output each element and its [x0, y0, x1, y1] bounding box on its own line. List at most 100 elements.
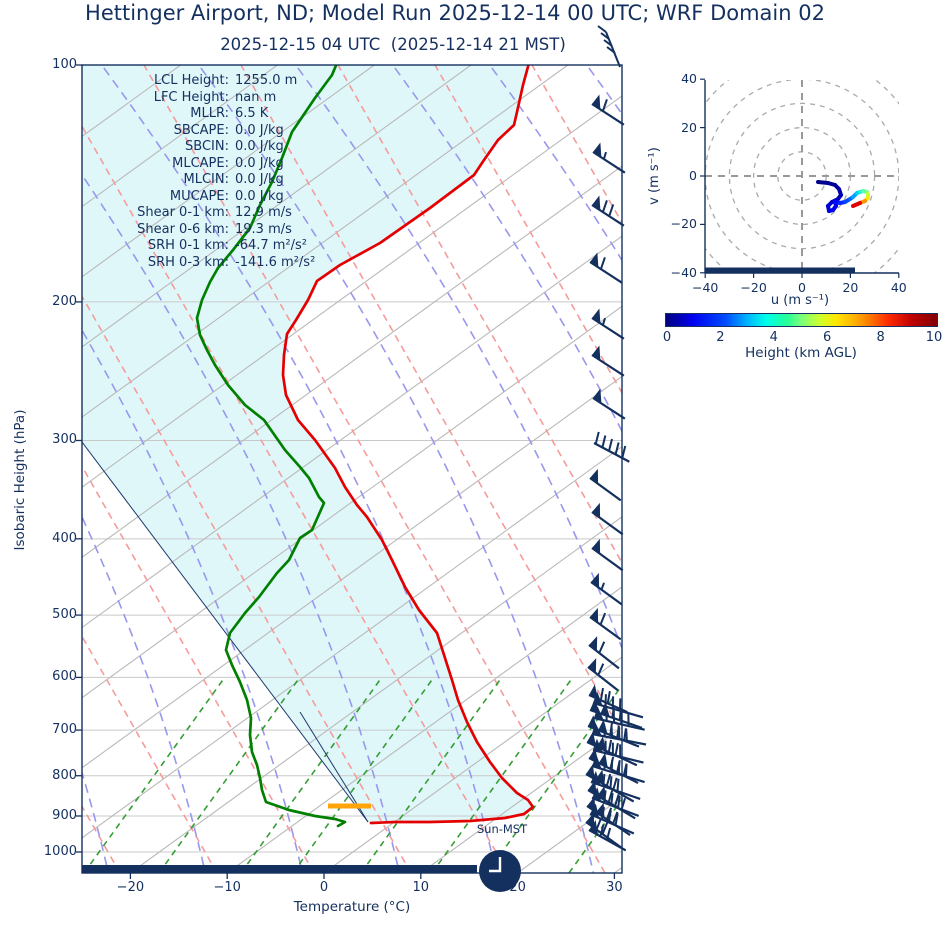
shaded-region: [82, 65, 533, 823]
isotherm-line: [82, 65, 278, 208]
stat-value: 0.0 J/kg: [235, 188, 284, 204]
hodograph-v-tick-label: 20: [681, 119, 697, 135]
hodograph-trace-segment: [851, 201, 862, 208]
wind-barb: [591, 94, 625, 126]
pressure-tick-label: 400: [52, 530, 77, 546]
colorbar-label: Height (km AGL): [745, 345, 857, 361]
stat-row: MLCAPE: 0.0 J/kg: [84, 156, 354, 173]
pressure-tick-label: 300: [52, 432, 77, 448]
mixing-ratio-line: [360, 676, 503, 873]
stat-value: -64.7 m²/s²: [235, 238, 308, 253]
mixing-ratio-line: [240, 676, 383, 873]
isotherm-line: [323, 656, 622, 873]
wind-barb: [588, 636, 620, 670]
isotherm-line: [82, 375, 622, 769]
stat-label: SBCAPE:: [173, 122, 229, 138]
temperature-trace: [281, 65, 535, 825]
temperature-tick-label: 10: [412, 880, 430, 895]
isotherm-line: [226, 586, 622, 873]
wind-barb: [591, 754, 645, 784]
height-colorbar-gradient: [665, 313, 938, 327]
colorbar-tick-label: 0: [662, 330, 672, 345]
pressure-tick-label: 700: [52, 722, 77, 738]
stat-label: LFC Height:: [153, 89, 229, 105]
stat-row: MLCIN: 0.0 J/kg: [84, 172, 354, 189]
sounding-stats: LCL Height: 1255.0 m LFC Height: nan m MLLR:…: [84, 73, 354, 271]
stat-label: Shear 0-6 km:: [137, 221, 229, 237]
isotherm-line: [82, 165, 622, 559]
isotherm-line: [420, 726, 622, 873]
wind-barbs-column: [585, 94, 647, 852]
moist-adiabat-line: [488, 65, 622, 262]
stat-row: SBCAPE: 0.0 J/kg: [84, 123, 354, 140]
stat-label: MLLR:: [190, 106, 229, 121]
moist-adiabat-line: [391, 65, 622, 433]
temperature-tick-label: −20: [116, 880, 145, 895]
moist-adiabat-line: [82, 328, 304, 873]
mixing-ratio-line: [83, 676, 226, 873]
pressure-tick-label: 200: [52, 293, 77, 309]
sunset-time-label: Sun-MST: [476, 822, 528, 836]
stat-row: MUCAPE: 0.0 J/kg: [84, 189, 354, 206]
stat-value: 0.0 J/kg: [235, 122, 284, 138]
stat-value: 0.0 J/kg: [235, 172, 284, 187]
stat-row: Shear 0-1 km: 12.9 m/s: [84, 205, 354, 222]
hodograph-v-tick-label: −40: [670, 264, 697, 280]
isotherm-line: [82, 95, 622, 488]
page-subtitle: 2025-12-15 04 UTC (2025-12-14 21 MST): [220, 35, 566, 54]
wind-barb: [591, 538, 624, 572]
colorbar-tick-label: 8: [876, 330, 885, 345]
colorbar-tick-label: 10: [925, 330, 943, 345]
wind-barb: [589, 803, 635, 835]
stat-label: SRH 0-1 km:: [147, 238, 229, 253]
wind-barb: [591, 195, 625, 227]
hodograph-v-tick-label: −20: [670, 216, 697, 232]
isotherm-line: [82, 65, 375, 278]
pressure-tick-label: 100: [52, 57, 77, 72]
wind-barb: [591, 308, 625, 340]
stat-row: LFC Height: nan m: [84, 90, 354, 107]
moist-adiabat-line: [100, 65, 498, 873]
stat-row: SBCIN: 0.0 J/kg: [84, 139, 354, 156]
stat-label: SRH 0-3 km:: [147, 254, 229, 270]
wind-barb: [587, 658, 619, 692]
wind-barb: [589, 607, 622, 641]
stat-row: LCL Height: 1255.0 m: [84, 73, 354, 90]
stat-label: MLCIN:: [183, 172, 229, 187]
stat-value: 0.0 J/kg: [235, 139, 284, 154]
pressure-tick-label: 800: [52, 767, 77, 783]
stat-label: SBCIN:: [185, 139, 229, 154]
wind-barb: [589, 252, 623, 284]
hodograph: [700, 78, 900, 278]
dry-adiabat-line: [629, 65, 945, 873]
isotherm-line: [614, 866, 622, 873]
moist-adiabat-line: [294, 65, 622, 651]
stat-row: Shear 0-6 km: 19.3 m/s: [84, 222, 354, 239]
pressure-axis-label: Isobaric Height (hPa): [12, 409, 28, 551]
wind-barb: [589, 468, 622, 502]
colorbar-tick-label: 4: [769, 330, 778, 345]
hodograph-u-tick-label: 20: [842, 280, 859, 295]
wind-barb: [590, 572, 623, 606]
stat-value: -141.6 m²/s²: [235, 254, 316, 270]
moist-adiabat-line: [777, 60, 945, 880]
wind-barb: [591, 722, 647, 746]
mixing-ratio-line: [431, 676, 574, 873]
page-title: Hettinger Airport, ND; Model Run 2025-12…: [85, 1, 825, 25]
stat-value: 12.9 m/s: [235, 205, 292, 220]
wind-barb: [588, 819, 627, 852]
title-wind-barb: [597, 25, 621, 68]
moist-adiabat-line: [680, 60, 945, 880]
temperature-tick-label: −10: [213, 880, 241, 895]
stat-label: MUCAPE:: [169, 188, 229, 204]
dry-adiabat-line: [434, 65, 622, 395]
stat-label: MLCAPE:: [172, 155, 229, 171]
parcel-profile-line: [82, 441, 369, 823]
wind-barb: [591, 345, 625, 377]
stat-value: 1255.0 m: [235, 73, 298, 88]
stat-value: 6.5 K: [235, 106, 269, 121]
stat-label: Shear 0-1 km:: [137, 205, 229, 220]
hodograph-u-axis-label: u (m s⁻¹): [770, 293, 830, 308]
